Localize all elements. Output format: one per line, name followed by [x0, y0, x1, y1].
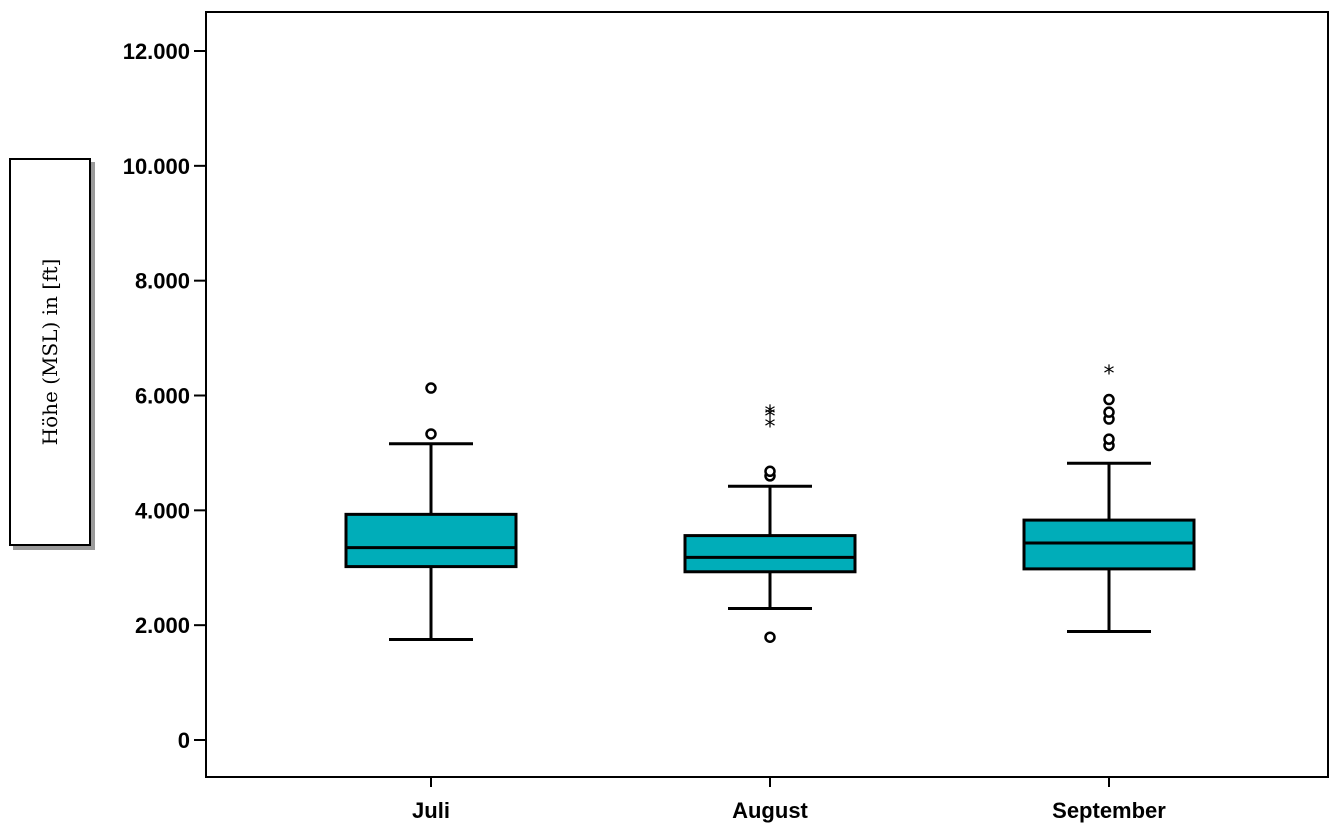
y-tick-label: 2.000 [135, 613, 190, 638]
outlier-point [425, 382, 437, 394]
outlier-point [1103, 406, 1115, 418]
y-tick-label: 10.000 [123, 154, 190, 179]
outlier-point [425, 428, 437, 440]
x-tick-label: September [1052, 798, 1166, 823]
outlier-point [1103, 433, 1115, 445]
extreme-point: * [765, 405, 776, 430]
y-axis-label-box: Höhe (MSL) in [ft] [9, 158, 91, 546]
x-tick-label: August [732, 798, 808, 823]
x-axis: Juli August September [412, 777, 1166, 823]
extreme-point: * [765, 402, 776, 427]
box-iqr [344, 512, 518, 569]
x-tick-label: Juli [412, 798, 450, 823]
y-tick-label: 4.000 [135, 498, 190, 523]
outlier-point [764, 631, 776, 643]
extreme-point: * [765, 415, 776, 440]
y-axis: 0 2.000 4.000 6.000 8.000 10.000 12.000 [123, 39, 206, 753]
y-tick-label: 0 [178, 728, 190, 753]
outlier-point [1103, 393, 1115, 406]
y-tick-label: 8.000 [135, 269, 190, 294]
box-iqr [683, 534, 857, 574]
box-september: * [1022, 362, 1196, 633]
boxes: **** [344, 362, 1196, 643]
box-august: *** [683, 402, 857, 643]
box-juli [344, 382, 518, 642]
plot-frame [205, 11, 1329, 778]
extreme-point: * [1104, 362, 1115, 387]
y-tick-label: 6.000 [135, 384, 190, 409]
y-tick-label: 12.000 [123, 39, 190, 64]
outlier-point [764, 465, 776, 478]
